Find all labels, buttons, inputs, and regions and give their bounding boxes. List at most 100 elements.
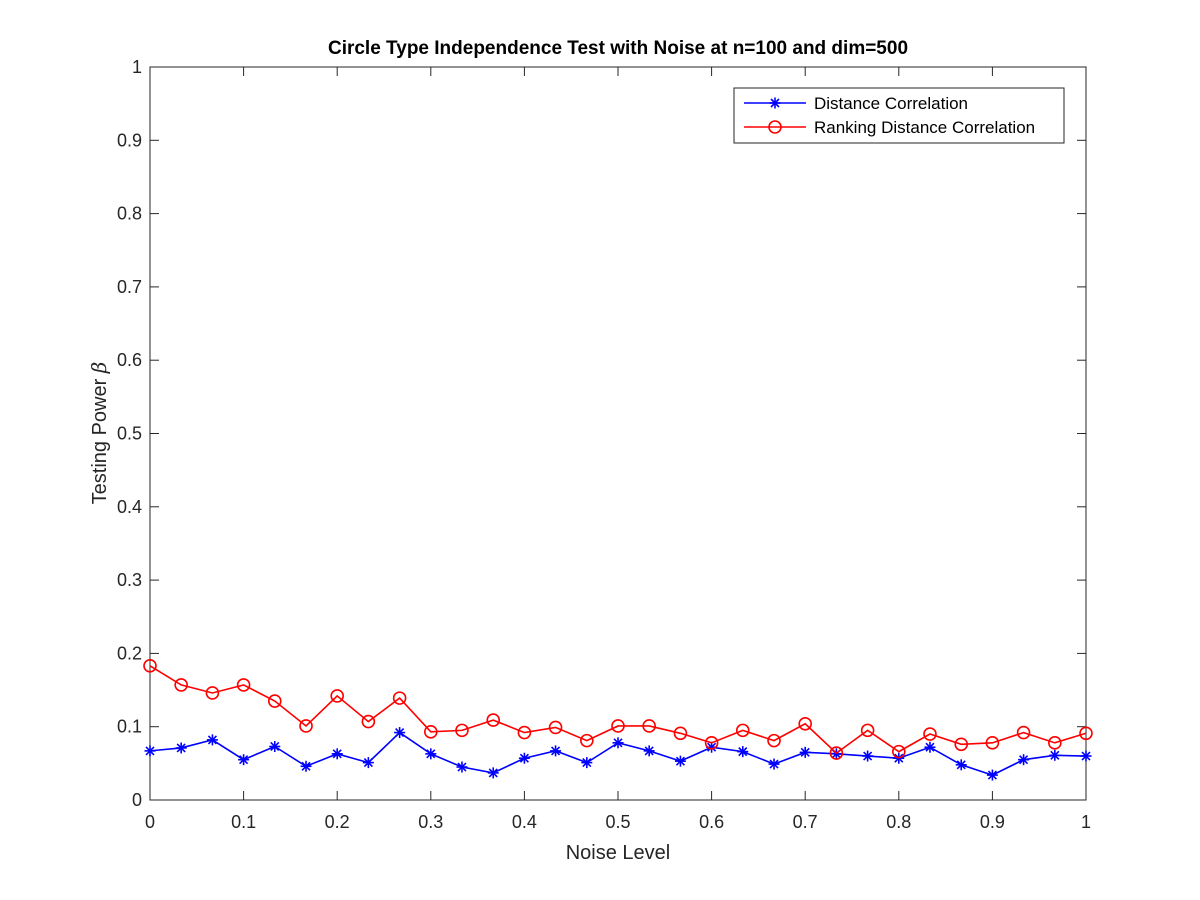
data-point [580, 733, 594, 748]
data-point [300, 760, 312, 772]
data-point [143, 659, 157, 673]
legend-label: Distance Correlation [814, 94, 968, 113]
legend-entry: Ranking Distance Correlation [744, 118, 1035, 137]
data-point [425, 748, 437, 760]
data-point [1079, 726, 1093, 741]
legend: Distance Correlation Ranking Distance Cor… [733, 87, 1065, 144]
data-point [737, 746, 749, 758]
data-point [642, 719, 656, 733]
data-point [673, 726, 688, 741]
legend-marker [769, 97, 781, 109]
x-tick-label: 0.4 [512, 812, 537, 832]
data-point [581, 757, 593, 769]
data-point [768, 758, 780, 770]
data-point [331, 748, 343, 760]
legend-marker [768, 120, 782, 134]
x-tick-label: 1 [1081, 812, 1091, 832]
y-tick-label: 0.8 [117, 204, 142, 224]
data-point [704, 736, 719, 750]
data-point [955, 759, 967, 771]
y-tick-label: 0.5 [117, 424, 142, 444]
data-point [299, 719, 313, 733]
data-point [517, 725, 532, 740]
data-point [362, 757, 374, 769]
data-point [954, 737, 969, 752]
data-point [486, 713, 501, 727]
data-point [238, 754, 250, 766]
data-point [924, 741, 936, 753]
data-point [174, 678, 188, 692]
data-point [269, 740, 281, 752]
data-point [236, 678, 251, 692]
x-tick-label: 0.8 [886, 812, 911, 832]
data-point [923, 727, 937, 741]
y-tick-label: 0 [132, 790, 142, 810]
series-line [149, 665, 1087, 755]
data-point [1018, 754, 1030, 766]
data-point [392, 691, 407, 705]
data-point [798, 716, 813, 731]
data-point [1080, 750, 1092, 762]
y-axis-label-beta: β [87, 362, 111, 375]
data-point [1049, 749, 1061, 761]
y-tick-label: 0.3 [117, 570, 142, 590]
x-tick-label: 0.5 [605, 812, 630, 832]
y-tick-label: 0.1 [117, 717, 142, 737]
legend-entries: Distance Correlation Ranking Distance Cor… [744, 94, 1035, 137]
data-point [455, 723, 469, 738]
legend-box [733, 87, 1065, 144]
axis-ticks: 0 0.1 0.2 0.3 0.4 0.5 0.6 0.7 0.8 0.9 1 0 0.1 0.2 0.3 0… [117, 57, 1091, 832]
y-tick-label: 0.7 [117, 277, 142, 297]
x-tick-label: 0.2 [325, 812, 350, 832]
x-tick-label: 0.9 [980, 812, 1005, 832]
x-tick-label: 0.6 [699, 812, 724, 832]
data-point [487, 767, 499, 779]
x-tick-label: 0.7 [793, 812, 818, 832]
y-tick-label: 1 [132, 57, 142, 77]
data-point [330, 689, 345, 703]
data-point [144, 745, 156, 757]
data-point [175, 742, 187, 754]
x-tick-label: 0 [145, 812, 155, 832]
data-point [456, 761, 468, 773]
data-point [767, 733, 781, 748]
series-ranking-distance-correlation [143, 659, 1093, 760]
data-point [548, 720, 563, 735]
y-axis-label: Testing Power β [87, 362, 111, 505]
data-point [862, 750, 874, 762]
data-point [860, 723, 875, 738]
series-layer [143, 659, 1093, 781]
data-point [986, 769, 998, 781]
data-point [1048, 736, 1062, 750]
y-tick-label: 0.2 [117, 643, 142, 663]
x-axis-label: Noise Level [566, 842, 671, 864]
legend-label: Ranking Distance Correlation [814, 118, 1035, 137]
x-tick-label: 0.3 [418, 812, 443, 832]
data-point [735, 723, 750, 738]
data-point [643, 745, 655, 757]
data-point [361, 714, 376, 729]
legend-entry: Distance Correlation [744, 94, 968, 113]
data-point [674, 755, 686, 767]
data-point [423, 725, 438, 739]
plot-area [149, 66, 1087, 801]
x-tick-label: 0.1 [231, 812, 256, 832]
data-point [267, 694, 282, 708]
data-point [985, 736, 1000, 750]
data-point [891, 744, 906, 759]
y-tick-label: 0.6 [117, 350, 142, 370]
y-tick-label: 0.9 [117, 130, 142, 150]
data-point [394, 727, 406, 739]
data-point [550, 745, 562, 757]
y-axis-label-text: Testing Power [89, 373, 111, 504]
data-point [205, 686, 220, 700]
data-point [1016, 725, 1031, 740]
data-point [829, 746, 844, 760]
data-point [518, 752, 530, 764]
data-point [611, 719, 625, 733]
data-point [206, 734, 218, 746]
y-tick-label: 0.4 [117, 497, 142, 517]
data-point [799, 746, 811, 758]
data-point [612, 737, 624, 749]
